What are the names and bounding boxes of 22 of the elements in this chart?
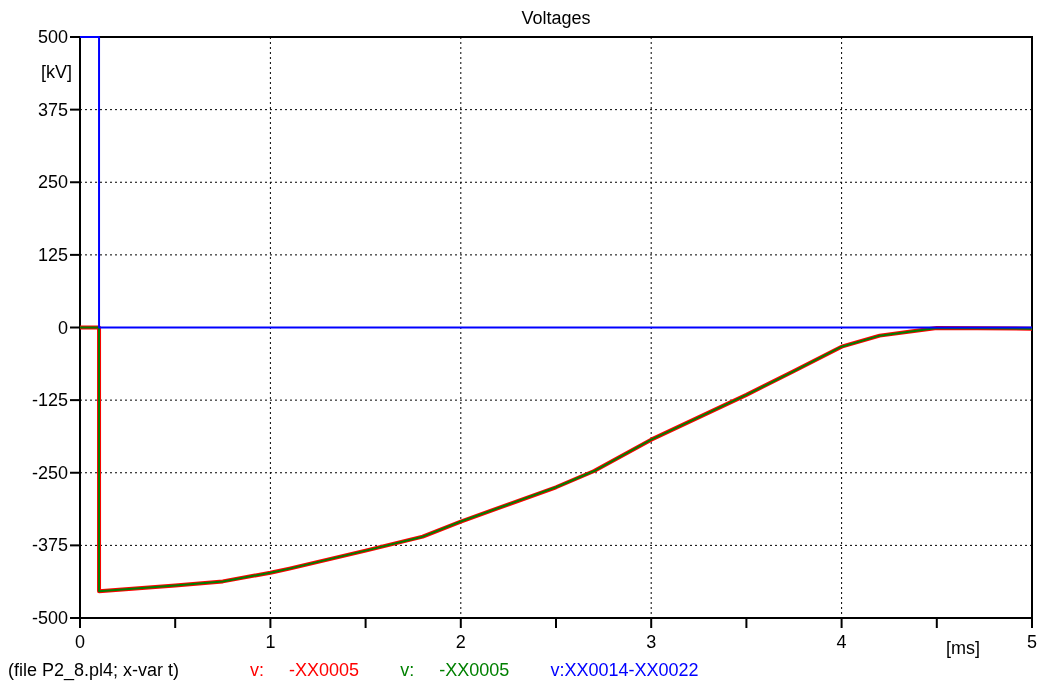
y-tick-label: 500	[37, 27, 68, 47]
text: v:XX0014-XX0022	[550, 660, 699, 680]
x-tick-label: 0	[74, 632, 86, 652]
y-tick-label: 375	[37, 99, 68, 120]
text: (file P2_8.pl4; x-var t)	[8, 660, 180, 681]
y-tick-label: 125	[37, 244, 68, 265]
y-tick-label: 0	[57, 317, 68, 338]
y-tick-label: -500	[31, 608, 68, 628]
text: v: -XX0005	[400, 660, 510, 680]
y-axis-title: [kV]	[40, 62, 72, 82]
y-tick-label: 250	[37, 172, 68, 193]
text: v: -XX0005	[250, 660, 360, 680]
x-tick-label: 2	[455, 632, 466, 652]
x-tick-label: 5	[1026, 632, 1038, 652]
x-tick-label: 3	[646, 632, 657, 652]
chart-title: Voltages	[521, 8, 591, 28]
x-tick-label: 4	[836, 632, 847, 652]
y-tick-label: -250	[31, 462, 68, 483]
x-tick-label: 1	[265, 632, 276, 652]
x-axis-title: [ms]	[946, 638, 980, 658]
y-tick-label: -375	[31, 535, 68, 556]
y-tick-label: -125	[31, 390, 68, 411]
